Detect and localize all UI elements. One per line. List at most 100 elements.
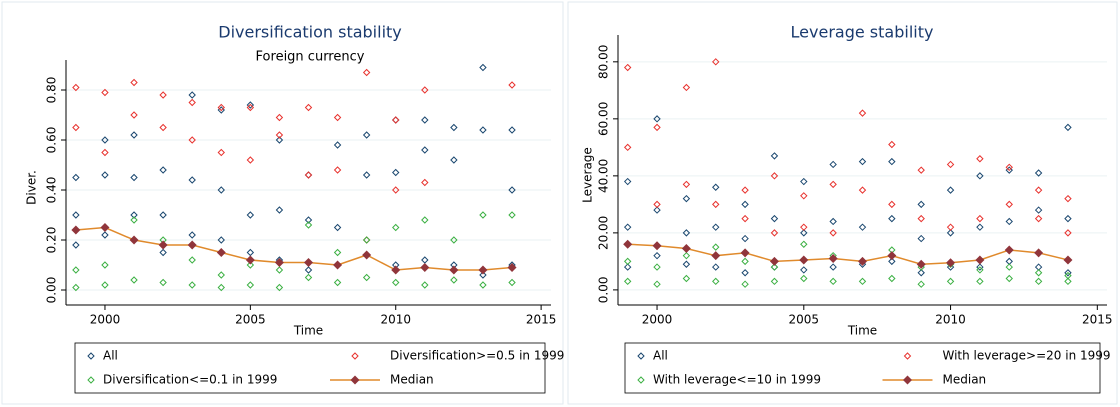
scatter-point <box>1034 214 1043 223</box>
scatter-point <box>101 261 109 269</box>
legend-label: Median <box>943 373 987 387</box>
scatter-point <box>246 281 255 289</box>
scatter-point <box>741 214 749 223</box>
scatter-point <box>450 156 458 164</box>
scatter-point <box>304 216 313 224</box>
scatter-point <box>333 248 342 257</box>
y-tick-label: 80.00 <box>597 45 611 79</box>
scatter-point <box>623 223 632 231</box>
scatter-point <box>217 148 225 157</box>
scatter-point <box>333 223 342 232</box>
scatter-point <box>159 166 167 174</box>
scatter-point <box>623 257 632 266</box>
scatter-point <box>1064 123 1072 132</box>
scatter-point <box>623 177 632 186</box>
scatter-point <box>888 157 896 166</box>
scatter-point <box>1064 214 1072 223</box>
scatter-point <box>858 223 867 231</box>
scatter-point <box>1005 163 1013 172</box>
scatter-point <box>421 281 429 289</box>
scatter-point <box>976 263 984 271</box>
scatter-point <box>829 229 837 237</box>
scatter-point <box>217 236 225 244</box>
scatter-point <box>421 116 429 124</box>
scatter-point <box>829 277 837 286</box>
scatter-point <box>712 200 720 209</box>
scatter-point <box>333 166 342 174</box>
scatter-point <box>976 266 984 274</box>
scatter-point <box>1005 200 1013 209</box>
scatter-point <box>362 171 371 179</box>
legend-label: With leverage<=10 in 1999 <box>653 373 821 387</box>
scatter-point <box>800 229 808 237</box>
scatter-point <box>858 186 867 194</box>
scatter-point <box>101 171 109 179</box>
y-tick-label: 20.00 <box>597 216 611 250</box>
median-point <box>478 265 488 275</box>
scatter-point <box>72 266 80 274</box>
scatter-point <box>304 273 313 282</box>
scatter-point <box>800 266 808 274</box>
scatter-point <box>976 277 984 286</box>
median-point <box>333 260 343 270</box>
scatter-point <box>246 103 255 112</box>
legend-marker <box>350 375 360 385</box>
scatter-point <box>508 81 516 89</box>
scatter-point <box>917 280 925 288</box>
scatter-point <box>421 256 429 264</box>
scatter-point <box>712 183 720 191</box>
scatter-point <box>653 251 661 260</box>
scatter-point <box>682 251 691 260</box>
scatter-point <box>653 123 661 132</box>
legend-label: Diversification>=0.5 in 1999 <box>390 349 564 363</box>
scatter-point <box>188 136 196 144</box>
scatter-point <box>508 211 516 219</box>
scatter-point <box>188 98 196 107</box>
scatter-point <box>1034 186 1043 194</box>
scatter-point <box>976 155 984 163</box>
median-point <box>1004 245 1014 255</box>
legend-box <box>74 342 546 394</box>
scatter-point <box>188 176 196 184</box>
scatter-point <box>392 223 400 232</box>
scatter-point <box>333 113 342 122</box>
y-tick-label: 0.80 <box>45 77 59 104</box>
scatter-point <box>72 123 80 132</box>
scatter-point <box>1064 269 1072 277</box>
y-tick-label: 0.00 <box>597 277 611 304</box>
legend-marker <box>87 352 95 360</box>
scatter-point <box>421 216 429 224</box>
median-point <box>681 244 691 254</box>
scatter-point <box>1005 263 1013 271</box>
legend-label: All <box>653 349 668 363</box>
median-point <box>420 263 430 272</box>
scatter-point <box>741 234 749 243</box>
scatter-point <box>1034 206 1043 214</box>
scatter-point <box>976 172 984 180</box>
panel-left <box>1 1 564 405</box>
scatter-point <box>946 186 955 194</box>
scatter-point <box>800 274 808 283</box>
x-tick-label: 2015 <box>526 313 557 327</box>
scatter-point <box>130 131 138 139</box>
median-point <box>858 256 867 266</box>
median-line <box>627 243 1069 265</box>
scatter-point <box>682 83 691 92</box>
scatter-point <box>392 116 400 124</box>
median-point <box>449 265 459 275</box>
scatter-point <box>188 91 196 99</box>
scatter-point <box>976 214 984 223</box>
x-tick-label: 2010 <box>935 313 966 327</box>
scatter-point <box>1064 277 1072 286</box>
median-point <box>100 223 110 232</box>
scatter-point <box>858 109 867 117</box>
scatter-point <box>829 160 837 169</box>
scatter-point <box>450 276 458 284</box>
scatter-point <box>333 141 342 149</box>
scatter-point <box>246 248 255 257</box>
scatter-point <box>1034 277 1043 286</box>
scatter-point <box>1005 166 1013 174</box>
scatter-point <box>623 143 632 152</box>
scatter-point <box>1064 229 1072 237</box>
scatter-point <box>304 103 313 112</box>
